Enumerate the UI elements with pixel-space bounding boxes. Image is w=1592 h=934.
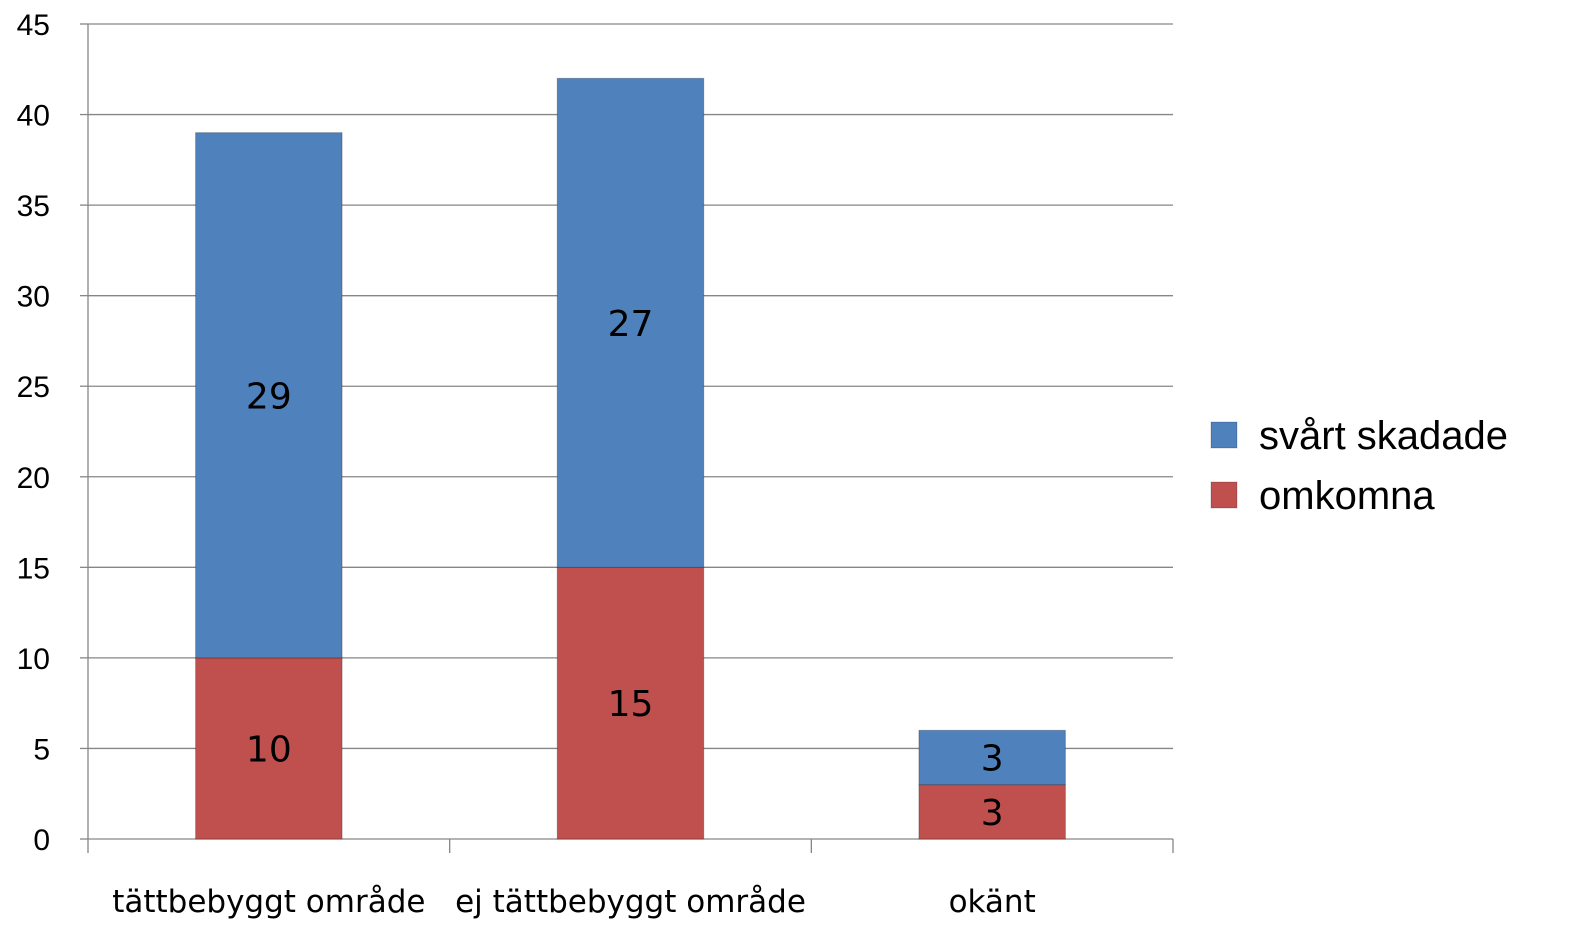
bar-data-label: 3 <box>981 739 1004 780</box>
bar-data-label: 15 <box>608 684 654 725</box>
bar-segment <box>195 657 343 840</box>
y-tick-label: 30 <box>17 281 50 314</box>
y-tick-label: 0 <box>33 824 50 857</box>
bar-data-label: 27 <box>608 304 654 345</box>
y-tick-label: 5 <box>33 733 50 766</box>
bar-segment <box>556 77 705 568</box>
legend-label: svårt skadade <box>1259 414 1508 458</box>
bar-segment <box>918 729 1066 786</box>
x-category-label: tättbebyggt område <box>112 884 425 920</box>
bar-segment <box>195 132 343 659</box>
bar-data-label: 29 <box>246 376 292 417</box>
legend: svårt skadade omkomna <box>1210 414 1508 518</box>
legend-swatch <box>1210 421 1238 449</box>
x-category-label: ej tättbebyggt område <box>455 884 806 920</box>
legend-swatch <box>1210 481 1238 509</box>
bar-data-label: 10 <box>246 729 292 770</box>
bars <box>195 77 1066 840</box>
y-tick-label: 45 <box>17 9 50 42</box>
bar-data-label: 3 <box>981 793 1004 834</box>
y-tick-label: 20 <box>17 462 50 495</box>
y-tick-label: 35 <box>17 190 50 223</box>
bar-segment <box>556 566 705 840</box>
y-tick-label: 40 <box>17 100 50 133</box>
data-labels: 10 29 15 27 3 3 <box>246 304 1004 834</box>
y-tick-label: 10 <box>17 643 50 676</box>
x-category-label: okänt <box>949 884 1036 920</box>
legend-label: omkomna <box>1259 474 1435 518</box>
bar-segment <box>918 784 1066 840</box>
axes: 0 5 10 15 20 25 30 35 40 45 tättbebyggt område ej t… <box>17 9 1174 920</box>
y-tick-label: 25 <box>17 371 50 404</box>
y-tick-label: 15 <box>17 552 50 585</box>
